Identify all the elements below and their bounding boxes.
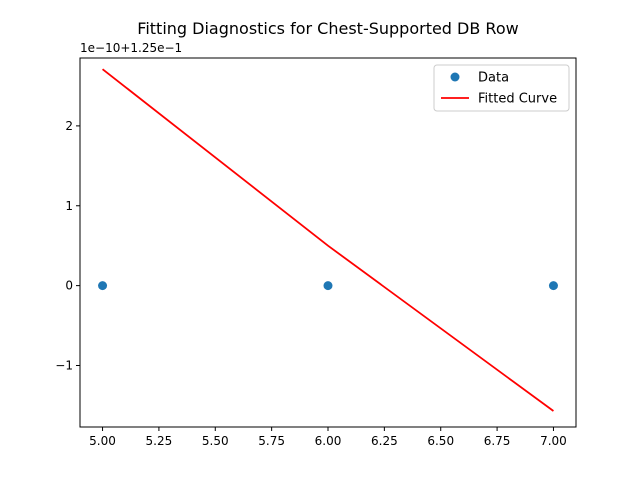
y-tick-label: −1	[55, 359, 73, 373]
x-tick-label: 6.00	[315, 434, 342, 448]
x-tick-label: 6.50	[427, 434, 454, 448]
x-tick-label: 5.50	[202, 434, 229, 448]
legend-label: Fitted Curve	[478, 92, 557, 107]
legend-box	[433, 64, 570, 112]
x-tick-label: 5.00	[89, 434, 116, 448]
y-tick-label: 2	[65, 119, 73, 133]
data-point	[323, 281, 333, 291]
legend: Data Fitted Curve	[433, 64, 570, 112]
legend-marker-swatch	[450, 72, 460, 82]
x-tick-label: 6.75	[484, 434, 511, 448]
axes: 5.00 5.25 5.50 5.75 6.00 6.25 6.50 6.75 7.00 −1 0 1…	[55, 57, 577, 448]
plot-area	[98, 68, 558, 412]
x-tick-label: 5.25	[146, 434, 173, 448]
data-point	[98, 281, 108, 291]
legend-label: Data	[478, 71, 509, 86]
x-tick-label: 6.25	[371, 434, 398, 448]
chart-title: Fitting Diagnostics for Chest-Supported …	[137, 19, 518, 38]
y-axis-offset-label: 1e−10+1.25e−1	[80, 41, 182, 55]
data-point	[548, 281, 558, 291]
fitted-curve-line	[101, 68, 554, 412]
x-tick-label: 5.75	[258, 434, 285, 448]
y-tick-label: 1	[65, 199, 73, 213]
x-tick-label: 7.00	[540, 434, 567, 448]
y-tick-label: 0	[65, 279, 73, 293]
